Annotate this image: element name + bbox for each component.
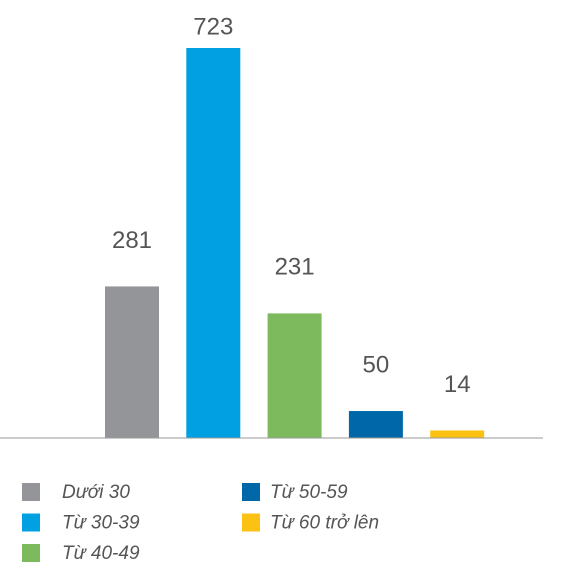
- legend-label: Từ 40-49: [62, 543, 140, 564]
- legend-swatch: [22, 513, 40, 532]
- legend-swatch: [22, 483, 40, 501]
- value-label: 281: [112, 227, 152, 254]
- bar: [186, 48, 241, 438]
- legend-swatch: [242, 483, 260, 501]
- bar: [348, 411, 403, 438]
- bar: [430, 430, 485, 438]
- value-label: 50: [363, 351, 390, 378]
- legend-label: Từ 30-39: [62, 513, 140, 534]
- value-label: 231: [275, 254, 315, 281]
- legend-swatch: [242, 513, 260, 532]
- bar: [267, 313, 322, 438]
- value-label: 723: [193, 13, 233, 40]
- legend-swatch: [22, 544, 40, 562]
- legend-label: Dưới 30: [62, 482, 130, 503]
- bar: [105, 286, 159, 438]
- value-label: 14: [444, 371, 471, 398]
- legend-label: Từ 50-59: [270, 482, 348, 503]
- legend-label: Từ 60 trở lên: [270, 513, 379, 534]
